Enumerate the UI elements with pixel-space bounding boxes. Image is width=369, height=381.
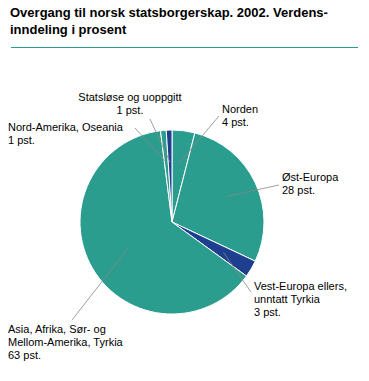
svg-text:Vest-Europa ellers,unntatt Tyr: Vest-Europa ellers,unntatt Tyrkia3 pst.	[254, 280, 347, 318]
svg-text:Statsløse og uoppgitt1 pst.: Statsløse og uoppgitt1 pst.	[78, 91, 181, 116]
svg-text:Øst-Europa28 pst.: Øst-Europa28 pst.	[282, 171, 339, 196]
svg-text:Nord-Amerika, Oseania1 pst.: Nord-Amerika, Oseania1 pst.	[8, 121, 124, 146]
svg-text:Asia, Afrika, Sør- ogMellom-Am: Asia, Afrika, Sør- ogMellom-Amerika, Tyr…	[8, 323, 124, 361]
html-text:Overgang til norsk statsborger: Overgang til norsk statsborgerskap. 2002…	[10, 5, 328, 20]
svg-text:Norden4 pst.: Norden4 pst.	[222, 103, 258, 128]
html-text:inndeling i prosent: inndeling i prosent	[10, 22, 127, 37]
